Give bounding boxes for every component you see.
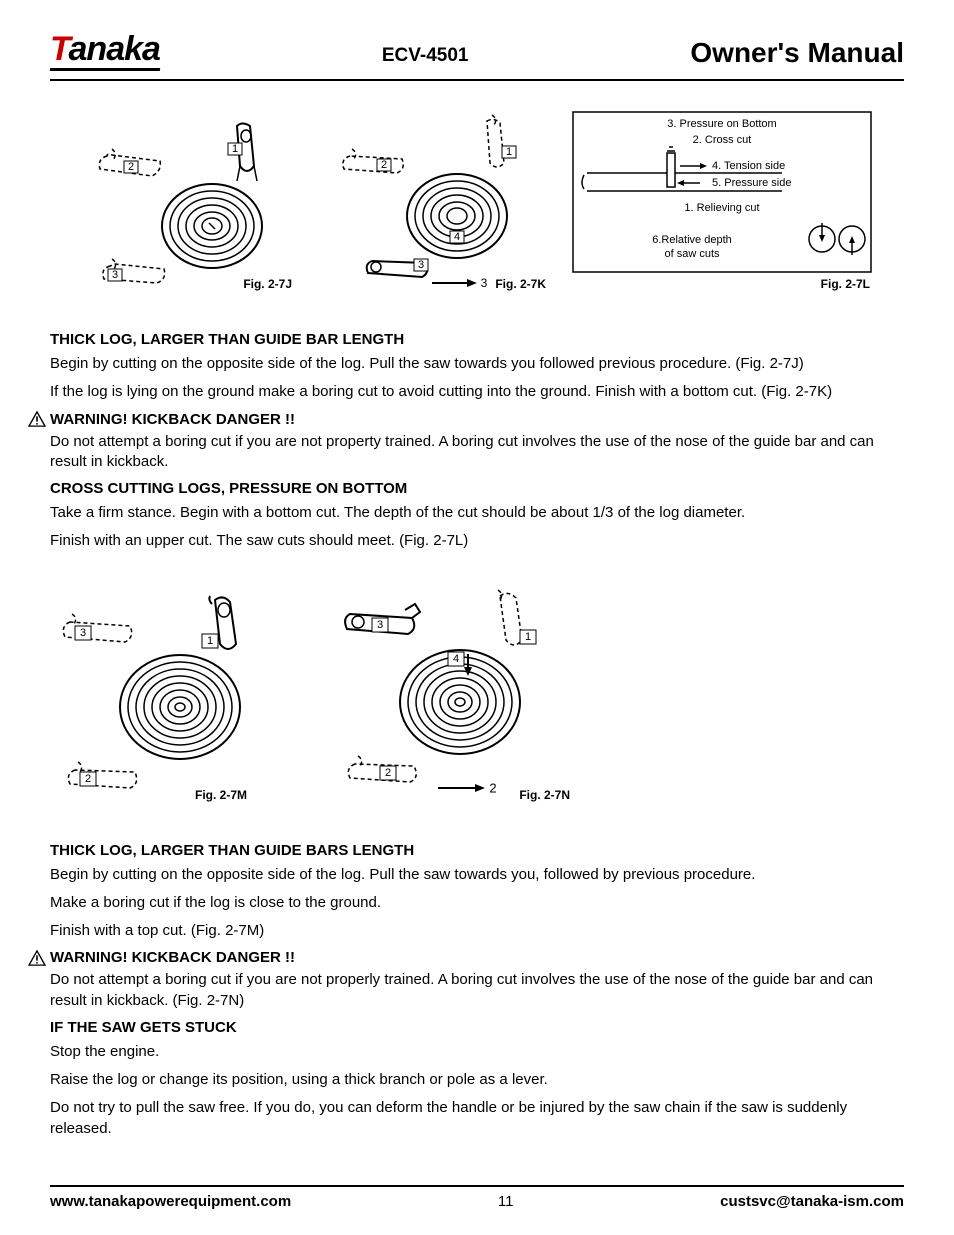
fig-j-label-3: 3 [112,269,118,281]
diagram-2-7m: 1 3 2 [50,582,290,802]
figure-2-7j: 1 2 3 Fig. 2-7J [82,111,302,291]
section-2: THICK LOG, LARGER THAN GUIDE BARS LENGTH… [50,842,904,1139]
fig-l-line-6: of saw cuts [664,248,720,260]
fig-n-label-4: 4 [453,653,459,665]
para-s2-4: Stop the engine. [50,1042,904,1062]
fig-m-label-1: 1 [207,635,213,647]
fig-l-line-5: 6.Relative depth [652,234,732,246]
brand-initial: T [50,30,69,68]
fig-k-label-2: 2 [381,159,387,171]
heading-thick-log-2: THICK LOG, LARGER THAN GUIDE BARS LENGTH [50,842,904,859]
fig-caption-j: Fig. 2-7J [243,277,292,291]
fig-caption-n: Fig. 2-7N [519,788,570,802]
figure-2-7k: 1 2 3 4 3 Fig. 2-7K [322,111,552,291]
figure-2-7l: 3. Pressure on Bottom 2. Cross cut 4. Te… [572,111,872,291]
diagram-2-7k: 1 2 3 4 3 [322,111,552,291]
page-header: Tanaka ECV-4501 Owner's Manual [50,30,904,71]
fig-l-line-1: 2. Cross cut [693,134,752,146]
footer-url: www.tanakapowerequipment.com [50,1193,291,1210]
fig-k-label-1: 1 [506,146,512,158]
para-s2-2: Make a boring cut if the log is close to… [50,893,904,913]
fig-l-line-2: 4. Tension side [712,160,785,172]
para-s2-6: Do not try to pull the saw free. If you … [50,1098,904,1139]
para-s2-5: Raise the log or change its position, us… [50,1070,904,1090]
fig-j-label-1: 1 [232,143,238,155]
footer-rule [50,1185,904,1187]
figure-2-7n: 1 3 4 2 2 Fig. 2-7N [320,582,580,802]
fig-k-label-4: 4 [454,231,460,243]
heading-thick-log-1: THICK LOG, LARGER THAN GUIDE BAR LENGTH [50,331,904,348]
brand-logo: Tanaka [50,30,160,71]
page-footer: www.tanakapowerequipment.com 11 custsvc@… [50,1185,904,1210]
warning-row-1: WARNING! KICKBACK DANGER !! [28,411,904,428]
fig-j-label-2: 2 [128,161,134,173]
para-s2-1: Begin by cutting on the opposite side of… [50,865,904,885]
figure-2-7m: 1 3 2 Fig. 2-7M [50,582,290,802]
fig-k-label-3: 3 [418,259,424,271]
brand-rest: anaka [69,30,160,68]
fig-n-label-1: 1 [525,631,531,643]
warning-heading-1: WARNING! KICKBACK DANGER !! [50,411,295,428]
para-warn-2: Do not attempt a boring cut if you are n… [50,970,904,1011]
diagram-2-7j: 1 2 3 [82,111,302,291]
warning-heading-2: WARNING! KICKBACK DANGER !! [50,949,295,966]
fig-l-line-3: 5. Pressure side [712,177,791,189]
para-s1-3: Take a firm stance. Begin with a bottom … [50,503,904,523]
fig-caption-m: Fig. 2-7M [195,788,247,802]
para-s1-4: Finish with an upper cut. The saw cuts s… [50,531,904,551]
figure-row-mid: 1 3 2 Fig. 2-7M 1 3 4 [50,582,904,802]
fig-n-arrow-label: 2 [489,780,496,795]
para-s1-2: If the log is lying on the ground make a… [50,382,904,402]
heading-stuck: IF THE SAW GETS STUCK [50,1019,904,1036]
footer-email: custsvc@tanaka-ism.com [720,1193,904,1210]
warning-icon [28,950,46,966]
fig-n-label-2: 2 [385,767,391,779]
para-s2-3: Finish with a top cut. (Fig. 2-7M) [50,921,904,941]
figure-row-top: 1 2 3 Fig. 2-7J 1 2 [50,111,904,291]
fig-l-line-0: 3. Pressure on Bottom [667,118,776,130]
fig-m-label-2: 2 [85,773,91,785]
fig-caption-k: Fig. 2-7K [495,277,546,291]
warning-row-2: WARNING! KICKBACK DANGER !! [28,949,904,966]
warning-icon [28,411,46,427]
header-rule [50,79,904,81]
diagram-2-7l: 3. Pressure on Bottom 2. Cross cut 4. Te… [572,111,872,291]
page-number: 11 [498,1193,514,1210]
logo-underline [50,68,161,71]
section-1: THICK LOG, LARGER THAN GUIDE BAR LENGTH … [50,331,904,552]
fig-m-label-3: 3 [80,627,86,639]
fig-caption-l: Fig. 2-7L [821,277,870,291]
fig-l-line-4: 1. Relieving cut [684,202,759,214]
fig-n-label-3: 3 [377,619,383,631]
doc-type: Owner's Manual [690,37,904,71]
para-warn-1: Do not attempt a boring cut if you are n… [50,432,904,473]
fig-k-arrow-label: 3 [481,276,488,290]
diagram-2-7n: 1 3 4 2 2 [320,582,580,802]
heading-cross-cut: CROSS CUTTING LOGS, PRESSURE ON BOTTOM [50,480,904,497]
model-number: ECV-4501 [160,45,690,71]
para-s1-1: Begin by cutting on the opposite side of… [50,354,904,374]
